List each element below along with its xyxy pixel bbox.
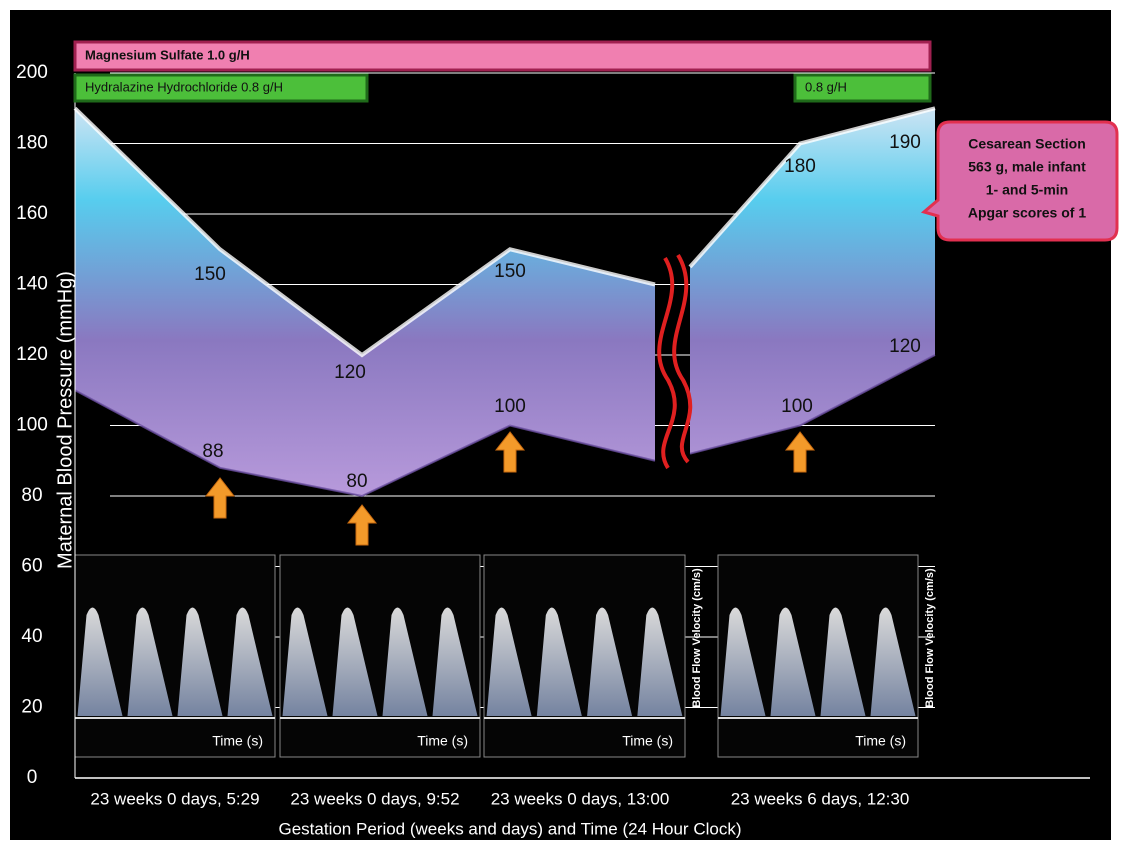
line	[689, 354, 936, 455]
data-label: 190	[889, 132, 921, 153]
x-tick-label: 23 weeks 0 days, 5:29	[90, 789, 259, 808]
axis-break	[657, 253, 693, 470]
doppler-waveform	[720, 607, 916, 716]
drug-bar	[73, 40, 932, 72]
data-label: 100	[494, 396, 526, 417]
data-label: 100	[781, 396, 813, 417]
y-tick-label: 140	[16, 274, 48, 295]
x-tick-label: 23 weeks 6 days, 12:30	[731, 789, 910, 808]
callout: Cesarean Section 563 g, male infant 1- a…	[920, 120, 1119, 242]
doppler-xlabel: Time (s)	[212, 733, 263, 749]
data-label: 180	[784, 156, 816, 177]
drug-bars: Magnesium Sulfate 1.0 g/H Hydralazine Hyd…	[73, 40, 932, 103]
data-label: 150	[494, 261, 526, 282]
doppler-xlabel: Time (s)	[855, 733, 906, 749]
area	[75, 108, 655, 496]
y-tick-label: 0	[27, 767, 38, 788]
drug-label: Hydralazine Hydrochloride 0.8 g/H	[85, 79, 283, 94]
callout-line: Cesarean Section	[968, 136, 1086, 152]
line	[74, 389, 656, 498]
doppler-ylabel: Blood Flow Velocity (cm/s)	[924, 568, 936, 708]
drug-label: Magnesium Sulfate 1.0 g/H	[85, 47, 250, 62]
drug-label: 0.8 g/H	[805, 79, 847, 94]
plot-area: 150 120 150 180 190 88 80 100 100 120	[73, 106, 936, 498]
drug-bar	[73, 73, 369, 103]
drug-bar	[793, 73, 932, 103]
x-tick-label: 23 weeks 0 days, 9:52	[290, 789, 459, 808]
y-axis-title: Maternal Blood Pressure (mmHg)	[54, 271, 76, 569]
data-label: 150	[194, 264, 226, 285]
y-tick-label: 80	[21, 485, 42, 506]
line	[688, 106, 936, 269]
y-tick-label: 200	[16, 62, 48, 83]
y-tick-label: 100	[16, 415, 48, 436]
area	[690, 108, 935, 454]
doppler-xlabel: Time (s)	[622, 733, 673, 749]
y-tick-label: 180	[16, 133, 48, 154]
x-axis-title: Gestation Period (weeks and days) and Ti…	[279, 819, 742, 838]
callout-line: 1- and 5-min	[986, 182, 1068, 198]
y-tick-label: 40	[21, 626, 42, 647]
data-label: 88	[202, 441, 223, 462]
callout-line: 563 g, male infant	[968, 159, 1086, 175]
y-tick-label: 60	[21, 556, 42, 577]
doppler-waveform	[77, 607, 273, 716]
line	[73, 106, 656, 358]
doppler-waveform	[486, 607, 683, 716]
doppler-panels: Time (s) Time (s) Time (s) Blood Flow Veloc…	[74, 554, 936, 758]
callout-line: Apgar scores of 1	[968, 205, 1086, 221]
y-tick-label: 120	[16, 344, 48, 365]
data-label: 80	[346, 471, 367, 492]
arrows	[204, 431, 816, 546]
data-label: 120	[334, 362, 366, 383]
y-tick-label: 20	[21, 697, 42, 718]
doppler-xlabel: Time (s)	[417, 733, 468, 749]
doppler-ylabel: Blood Flow Velocity (cm/s)	[691, 568, 703, 708]
data-label: 120	[889, 336, 921, 357]
y-tick-label: 160	[16, 203, 48, 224]
doppler-waveform	[282, 607, 478, 716]
x-tick-label: 23 weeks 0 days, 13:00	[491, 789, 670, 808]
